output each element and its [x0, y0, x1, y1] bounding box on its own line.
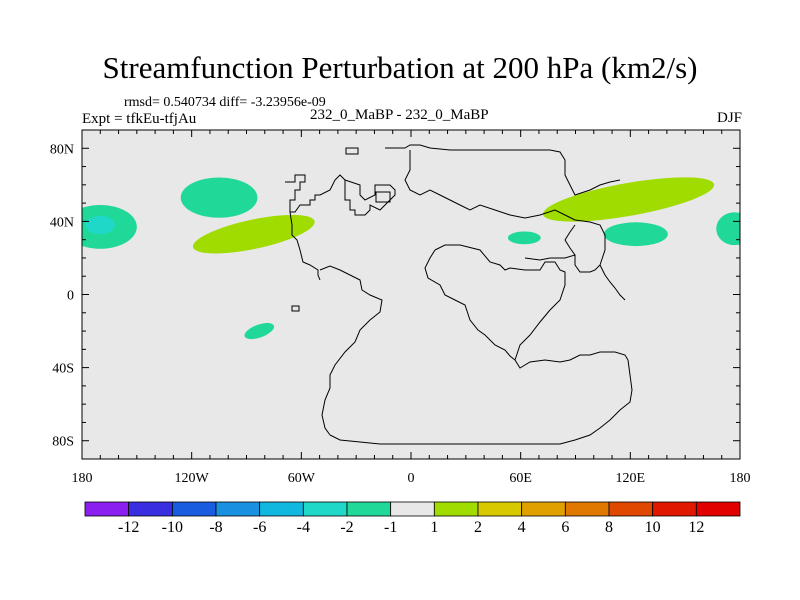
colorbar-swatch: [433, 501, 479, 517]
experiment-label: Expt = tfkEu-tfjAu: [82, 111, 197, 127]
y-tick-label: 40S: [52, 362, 74, 377]
colorbar-label: 8: [605, 519, 613, 536]
colorbar-swatch: [259, 501, 304, 517]
island-marker: [345, 147, 359, 155]
colorbar-swatch: [302, 501, 348, 517]
colorbar-swatch: [695, 501, 741, 517]
colorbar-label: -6: [253, 519, 266, 536]
colorbar-label: -12: [118, 519, 139, 536]
coastline-greenland: [385, 144, 621, 196]
colorbar-swatch: [390, 501, 435, 517]
colorbar-label: -4: [297, 519, 310, 536]
coastline-africa-west: [424, 249, 516, 361]
y-tick-label: 0: [67, 289, 74, 304]
contour-region: [244, 323, 275, 340]
colorbar-label: 2: [474, 519, 482, 536]
contour-fill-layer: [82, 177, 740, 340]
y-tick-label: 80S: [52, 435, 74, 450]
colorbar-label: 10: [645, 519, 661, 536]
colorbar-label: -10: [162, 519, 183, 536]
colorbar-label: 4: [518, 519, 526, 536]
x-tick-label: 180: [730, 471, 751, 486]
y-axis: 80N 40N 0 40S 80S: [50, 142, 740, 450]
contour-region: [180, 177, 258, 218]
colorbar-swatch: [128, 501, 173, 517]
coastline-central-america: [289, 211, 321, 281]
x-tick-label: 180: [72, 471, 93, 486]
x-tick-label: 60W: [288, 471, 316, 486]
island-marker: [375, 191, 391, 203]
chart-title: Streamfunction Perturbation at 200 hPa (…: [102, 50, 698, 85]
coastline-antarctica: [329, 359, 633, 445]
x-tick-label: 60E: [509, 471, 532, 486]
coastline-africa: [434, 244, 629, 369]
colorbar-swatch: [346, 501, 392, 517]
coastline-europe: [404, 150, 606, 273]
x-tick-label: 0: [408, 471, 415, 486]
colorbar-swatch: [171, 501, 217, 517]
coastline-layer: [285, 144, 633, 445]
contour-region: [542, 177, 715, 222]
colorbar-swatch: [652, 501, 697, 517]
colorbar-swatch: [84, 501, 130, 517]
plot-background: [82, 130, 740, 459]
contour-region: [507, 231, 541, 245]
colorbar-swatch: [608, 501, 654, 517]
x-tick-label: 120E: [616, 471, 646, 486]
island-marker: [291, 305, 300, 312]
colorbar-label: -2: [340, 519, 353, 536]
coastline-north-america: [285, 174, 396, 216]
colorbar-label: -1: [384, 519, 397, 536]
comparison-label: 232_0_MaBP - 232_0_MaBP: [310, 107, 489, 123]
contour-region: [85, 215, 115, 235]
contour-region: [716, 212, 740, 246]
x-tick-label: 120W: [175, 471, 210, 486]
colorbar-swatch: [477, 501, 523, 517]
x-axis: 180 120W 60W 0 60E 120E 180: [72, 130, 751, 486]
contour-region: [192, 214, 315, 254]
contour-region: [603, 222, 668, 247]
colorbar-label: 1: [430, 519, 438, 536]
colorbar-swatch: [215, 501, 261, 517]
colorbar-swatch: [564, 501, 610, 517]
stats-label: rmsd= 0.540734 diff= -3.23956e-09: [124, 95, 326, 110]
y-tick-label: 40N: [50, 215, 74, 230]
y-tick-label: 80N: [50, 142, 74, 157]
coastline-asia-east: [524, 224, 576, 261]
coastline-south-america: [319, 265, 383, 436]
colorbar-label: -8: [209, 519, 222, 536]
season-label: DJF: [716, 110, 742, 126]
colorbar-swatch: [521, 501, 566, 517]
colorbar-label: 6: [561, 519, 569, 536]
colorbar-label: 12: [688, 519, 704, 536]
colorbar: -12 -10 -8 -6 -4 -2 -1 1 2 4 6 8 10 12: [84, 501, 741, 536]
coastline-asia-pacific: [599, 264, 626, 301]
